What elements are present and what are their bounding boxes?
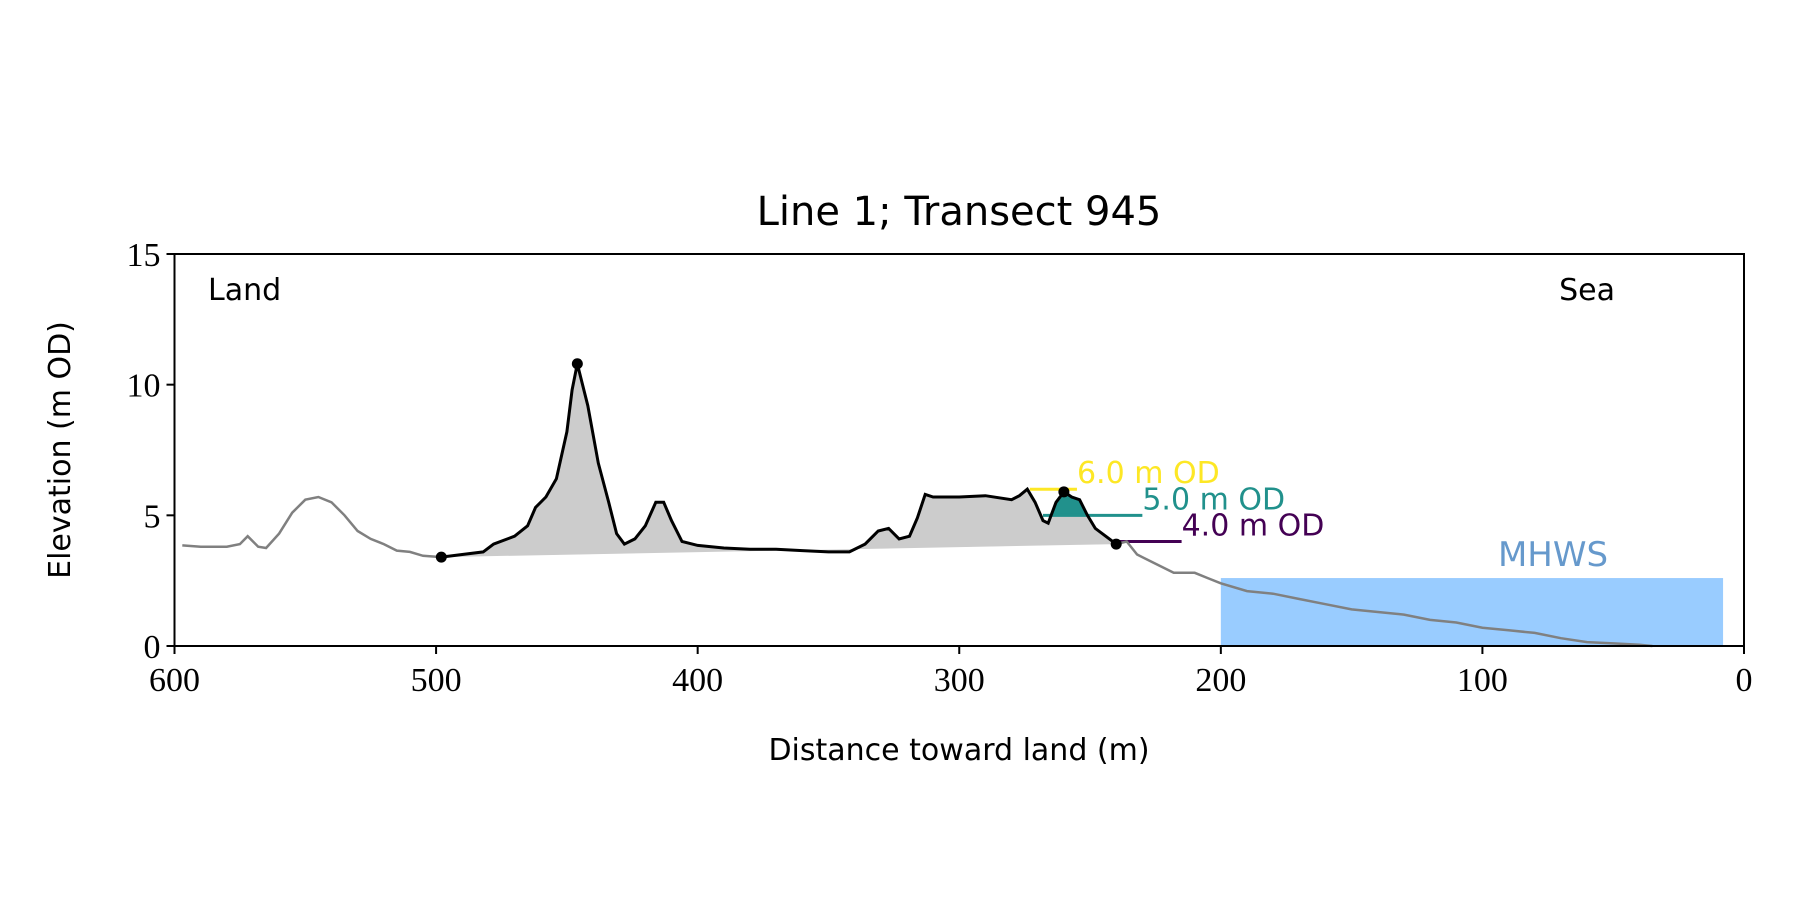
level-label: 6.0 m OD <box>1077 456 1220 491</box>
sea-annotation: Sea <box>1559 273 1615 308</box>
y-tick-label: 10 <box>127 368 161 405</box>
dune-area <box>441 363 1117 558</box>
dune-line <box>441 363 1118 559</box>
mhws-area <box>1220 578 1724 646</box>
x-tick-label: 100 <box>1457 662 1508 699</box>
mhws-label: MHWS <box>1498 535 1608 575</box>
x-tick-label: 400 <box>672 662 723 699</box>
land-annotation: Land <box>208 273 281 308</box>
y-tick-label: 0 <box>144 629 161 666</box>
x-tick-label: 0 <box>1736 662 1753 699</box>
level-label: 5.0 m OD <box>1142 482 1285 517</box>
chart-title: Line 1; Transect 945 <box>757 189 1162 235</box>
y-axis-label: Elevation (m OD) <box>43 321 78 579</box>
x-tick-label: 600 <box>149 662 200 699</box>
x-axis-label: Distance toward land (m) <box>768 733 1149 768</box>
y-tick-label: 5 <box>144 498 161 535</box>
x-tick-label: 500 <box>411 662 462 699</box>
point <box>1058 486 1070 498</box>
level-label: 4.0 m OD <box>1182 508 1325 543</box>
point <box>1110 538 1122 550</box>
point <box>435 551 447 563</box>
level-fill <box>1029 363 1077 490</box>
profile-line <box>182 495 1653 648</box>
y-tick-label: 15 <box>127 237 161 274</box>
x-tick-label: 200 <box>1195 662 1246 699</box>
point <box>571 358 583 370</box>
x-tick-label: 300 <box>934 662 985 699</box>
